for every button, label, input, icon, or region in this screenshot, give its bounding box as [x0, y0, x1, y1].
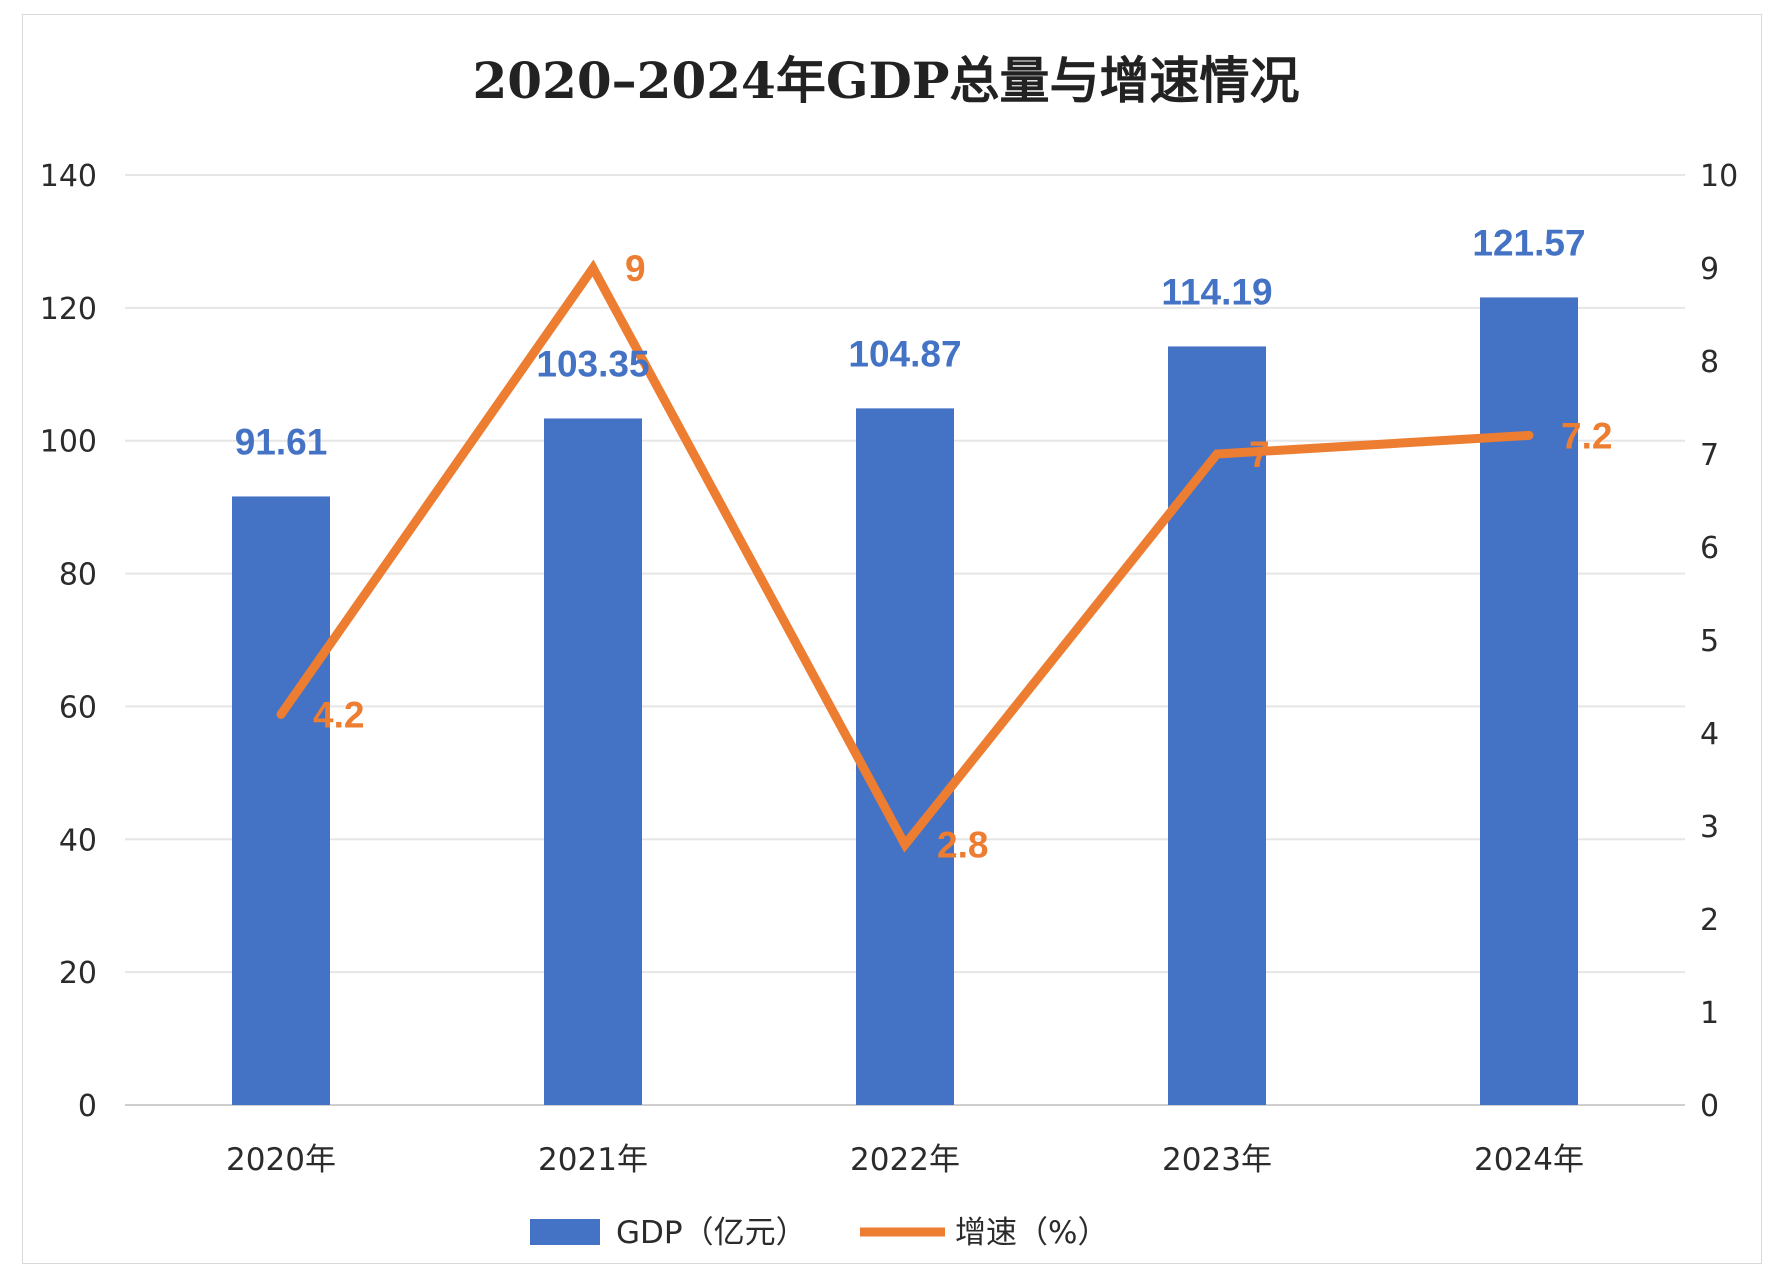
x-axis-ticks: 2020年 2021年 2022年 2023年 2024年: [226, 1142, 1584, 1178]
data-labels: 91.61 103.35 104.87 114.19 121.57 4.2 9 2.8 7 7.2: [235, 222, 1613, 865]
y-right-tick-label: 8: [1700, 345, 1719, 380]
growth-point: [1528, 434, 1530, 437]
growth-point: [1216, 453, 1218, 455]
y-left-tick-label: 0: [78, 1089, 97, 1124]
gdp-value-label: 103.35: [536, 343, 649, 384]
y-left-tick-label: 40: [59, 823, 97, 858]
gdp-bar: [232, 496, 330, 1105]
growth-value-label: 2.8: [937, 825, 988, 866]
y-left-tick-label: 100: [40, 425, 97, 460]
growth-point: [592, 267, 594, 269]
y-right-tick-label: 2: [1700, 903, 1719, 938]
y-left-tick-label: 60: [59, 690, 97, 725]
y-right-tick-label: 1: [1700, 996, 1719, 1031]
gdp-bar: [544, 418, 642, 1106]
y-axis-right-ticks: 0 1 2 3 4 5 6 7 8 9 10: [1700, 159, 1738, 1124]
y-right-tick-label: 9: [1700, 252, 1719, 287]
legend-label-gdp: GDP（亿元）: [616, 1215, 807, 1251]
growth-point: [280, 713, 282, 716]
y-right-tick-label: 7: [1700, 438, 1719, 473]
gdp-bar: [856, 408, 954, 1105]
y-right-tick-label: 0: [1700, 1089, 1719, 1124]
x-tick-label: 2021年: [538, 1142, 648, 1178]
legend-label-growth: 增速（%）: [955, 1215, 1108, 1251]
gdp-value-label: 91.61: [235, 421, 328, 462]
chart-title: 2020–2024年GDP总量与增速情况: [473, 51, 1300, 110]
y-left-tick-label: 120: [40, 292, 97, 327]
growth-point: [904, 843, 906, 846]
x-tick-label: 2024年: [1474, 1142, 1584, 1178]
y-left-tick-label: 140: [40, 159, 97, 194]
growth-value-label: 9: [625, 248, 646, 289]
growth-value-label: 4.2: [313, 694, 364, 735]
y-right-tick-label: 5: [1700, 624, 1719, 659]
gdp-value-label: 114.19: [1161, 271, 1272, 312]
growth-line: [276, 259, 1534, 853]
y-right-tick-label: 6: [1700, 531, 1719, 566]
growth-value-label: 7: [1249, 434, 1270, 475]
y-right-tick-label: 4: [1700, 717, 1719, 752]
gdp-bar: [1168, 346, 1266, 1105]
growth-value-label: 7.2: [1561, 415, 1612, 456]
legend: GDP（亿元） 增速（%）: [530, 1215, 1108, 1251]
legend-swatch-gdp: [530, 1219, 600, 1245]
y-left-tick-label: 80: [59, 558, 97, 593]
gdp-bars: [232, 297, 1578, 1106]
y-right-tick-label: 10: [1700, 159, 1738, 194]
x-tick-label: 2023年: [1162, 1142, 1272, 1178]
y-right-tick-label: 3: [1700, 810, 1719, 845]
x-tick-label: 2020年: [226, 1142, 336, 1178]
y-left-tick-label: 20: [59, 956, 97, 991]
x-tick-label: 2022年: [850, 1142, 960, 1178]
gdp-value-label: 104.87: [848, 333, 961, 374]
y-axis-left-ticks: 0 20 40 60 80 100 120 140: [40, 159, 97, 1124]
gdp-value-label: 121.57: [1472, 222, 1585, 263]
